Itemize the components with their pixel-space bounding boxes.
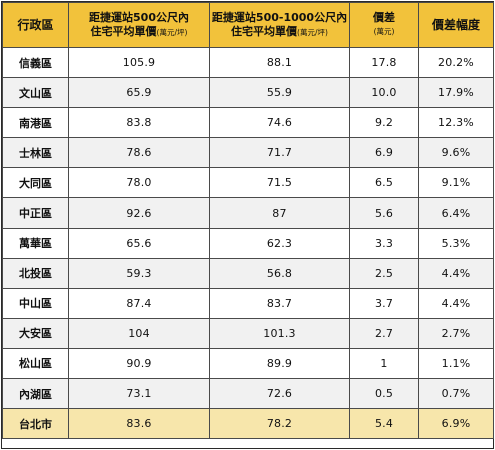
cell-pct: 4.4% — [418, 257, 494, 289]
total-cell-far: 78.2 — [209, 408, 350, 440]
cell-far: 71.5 — [209, 167, 350, 199]
total-cell-pct: 6.9% — [418, 408, 494, 440]
table-row: 內湖區 73.1 72.6 0.5 0.7% — [2, 378, 494, 410]
cell-near: 73.1 — [68, 378, 210, 410]
cell-near: 87.4 — [68, 287, 210, 319]
cell-diff: 10.0 — [349, 77, 419, 109]
cell-district: 大安區 — [2, 317, 69, 349]
header-near-sub-main: 住宅平均單價 — [90, 24, 157, 38]
cell-near: 65.6 — [68, 227, 210, 259]
price-difference-table: 行政區 距捷運站500公尺內 住宅平均單價(萬元/坪) 距捷運站500-1000… — [2, 2, 494, 440]
cell-diff: 1 — [349, 347, 419, 380]
cell-diff: 3.3 — [349, 227, 419, 259]
cell-near: 78.6 — [68, 137, 210, 169]
header-near-title: 距捷運站500公尺內 — [89, 10, 189, 24]
cell-near: 105.9 — [68, 46, 210, 79]
cell-district: 南港區 — [2, 107, 69, 139]
cell-near: 90.9 — [68, 347, 210, 380]
cell-far: 62.3 — [209, 227, 350, 259]
header-near-subtitle: 住宅平均單價(萬元/坪) — [69, 25, 209, 40]
table-body: 信義區 105.9 88.1 17.8 20.2% 文山區 65.9 55.9 10.0 17.9… — [2, 46, 494, 440]
header-diff-unit: (萬元) — [373, 27, 395, 36]
cell-pct: 17.9% — [418, 77, 494, 109]
header-far-sub-main: 住宅平均單價 — [231, 24, 298, 38]
table-row: 士林區 78.6 71.7 6.9 9.6% — [2, 137, 494, 169]
table-row: 北投區 59.3 56.8 2.5 4.4% — [2, 257, 494, 289]
cell-near: 59.3 — [68, 257, 210, 289]
cell-district: 文山區 — [2, 77, 69, 109]
cell-near: 65.9 — [68, 77, 210, 109]
cell-diff: 5.6 — [349, 197, 419, 229]
header-far-price: 距捷運站500-1000公尺內 住宅平均單價(萬元/坪) — [209, 2, 350, 48]
cell-pct: 2.7% — [418, 317, 494, 349]
cell-pct: 4.4% — [418, 287, 494, 319]
header-diff: 價差 (萬元) — [349, 2, 419, 48]
table-row: 南港區 83.8 74.6 9.2 12.3% — [2, 107, 494, 139]
cell-near: 104 — [68, 317, 210, 349]
total-row: 台北市 83.6 78.2 5.4 6.9% — [2, 408, 494, 440]
cell-diff: 6.9 — [349, 137, 419, 169]
table-header: 行政區 距捷運站500公尺內 住宅平均單價(萬元/坪) 距捷運站500-1000… — [2, 2, 494, 48]
table-row: 萬華區 65.6 62.3 3.3 5.3% — [2, 227, 494, 259]
table-row: 大同區 78.0 71.5 6.5 9.1% — [2, 167, 494, 199]
total-cell-near: 83.6 — [68, 408, 210, 440]
total-cell-district: 台北市 — [2, 408, 69, 440]
table-row: 松山區 90.9 89.9 1 1.1% — [2, 347, 494, 380]
cell-pct: 20.2% — [418, 46, 494, 79]
cell-pct: 6.4% — [418, 197, 494, 229]
cell-pct: 1.1% — [418, 347, 494, 380]
header-far-unit: (萬元/坪) — [297, 27, 328, 37]
cell-far: 83.7 — [209, 287, 350, 319]
cell-district: 士林區 — [2, 137, 69, 169]
cell-far: 87 — [209, 197, 350, 229]
cell-diff: 2.5 — [349, 257, 419, 289]
cell-district: 北投區 — [2, 257, 69, 289]
header-far-subtitle: 住宅平均單價(萬元/坪) — [210, 25, 349, 40]
cell-diff: 17.8 — [349, 46, 419, 79]
cell-district: 中山區 — [2, 287, 69, 319]
cell-near: 83.8 — [68, 107, 210, 139]
cell-diff: 6.5 — [349, 167, 419, 199]
cell-pct: 12.3% — [418, 107, 494, 139]
cell-district: 內湖區 — [2, 378, 69, 410]
cell-far: 71.7 — [209, 137, 350, 169]
cell-district: 松山區 — [2, 347, 69, 380]
header-row: 行政區 距捷運站500公尺內 住宅平均單價(萬元/坪) 距捷運站500-1000… — [2, 2, 494, 48]
header-near-price: 距捷運站500公尺內 住宅平均單價(萬元/坪) — [68, 2, 210, 48]
cell-diff: 2.7 — [349, 317, 419, 349]
cell-far: 74.6 — [209, 107, 350, 139]
table-row: 文山區 65.9 55.9 10.0 17.9% — [2, 77, 494, 109]
cell-district: 信義區 — [2, 46, 69, 79]
cell-near: 78.0 — [68, 167, 210, 199]
cell-pct: 0.7% — [418, 378, 494, 410]
cell-pct: 9.6% — [418, 137, 494, 169]
header-diff-title: 價差 — [373, 11, 395, 24]
cell-far: 72.6 — [209, 378, 350, 410]
table-row: 大安區 104 101.3 2.7 2.7% — [2, 317, 494, 349]
cell-district: 萬華區 — [2, 227, 69, 259]
cell-far: 88.1 — [209, 46, 350, 79]
cell-near: 92.6 — [68, 197, 210, 229]
cell-far: 89.9 — [209, 347, 350, 380]
table-row: 中正區 92.6 87 5.6 6.4% — [2, 197, 494, 229]
cell-diff: 9.2 — [349, 107, 419, 139]
header-pct: 價差幅度 — [418, 2, 494, 48]
header-far-title: 距捷運站500-1000公尺內 — [211, 10, 348, 24]
cell-far: 56.8 — [209, 257, 350, 289]
cell-district: 中正區 — [2, 197, 69, 229]
cell-district: 大同區 — [2, 167, 69, 199]
cell-pct: 9.1% — [418, 167, 494, 199]
table-row: 信義區 105.9 88.1 17.8 20.2% — [2, 46, 494, 79]
total-cell-diff: 5.4 — [349, 408, 419, 440]
cell-far: 55.9 — [209, 77, 350, 109]
cell-far: 101.3 — [209, 317, 350, 349]
header-district: 行政區 — [2, 2, 69, 48]
cell-pct: 5.3% — [418, 227, 494, 259]
table-row: 中山區 87.4 83.7 3.7 4.4% — [2, 287, 494, 319]
cell-diff: 0.5 — [349, 378, 419, 410]
header-near-unit: (萬元/坪) — [156, 27, 188, 37]
cell-diff: 3.7 — [349, 287, 419, 319]
